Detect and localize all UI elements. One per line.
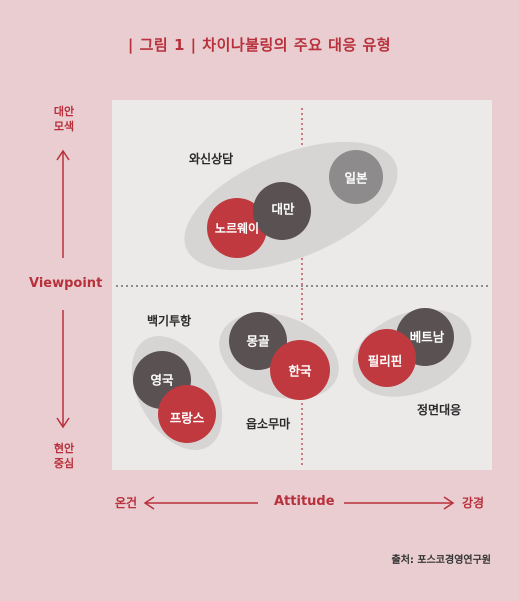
circle-mongolia bbox=[229, 312, 287, 370]
group-label-baekgi: 백기투항 bbox=[147, 314, 192, 328]
y-axis-top-label: 대안 모색 bbox=[48, 104, 80, 134]
y-axis-bottom-label: 현안 중심 bbox=[48, 441, 80, 471]
y-axis-top-text: 대안 모색 bbox=[53, 105, 75, 133]
label-france: 프랑스 bbox=[169, 410, 205, 426]
x-axis-right-label: 강경 bbox=[462, 496, 485, 510]
group-label-wasin: 와신상담 bbox=[189, 152, 234, 166]
circle-korea bbox=[270, 340, 330, 400]
y-axis-label: Viewpoint bbox=[29, 276, 103, 291]
x-axis-label: Attitude bbox=[274, 494, 335, 509]
circle-france bbox=[158, 385, 216, 443]
figure-title: | 그림 1 | 차이나불링의 주요 대응 유형 bbox=[127, 36, 392, 54]
label-japan: 일본 bbox=[344, 170, 368, 186]
label-philippines: 필리핀 bbox=[367, 353, 403, 369]
label-korea: 한국 bbox=[288, 363, 312, 379]
label-norway: 노르웨이 bbox=[214, 221, 260, 236]
x-axis-left-label: 온건 bbox=[115, 496, 138, 510]
source-note: 출처: 포스코경영연구원 bbox=[391, 555, 491, 566]
group-label-jeongmyeon: 정면대응 bbox=[417, 403, 462, 417]
label-uk: 영국 bbox=[150, 372, 174, 388]
label-taiwan: 대만 bbox=[271, 201, 295, 217]
circle-philippines bbox=[358, 329, 416, 387]
label-vietnam: 베트남 bbox=[409, 329, 445, 345]
label-mongolia: 몽골 bbox=[246, 333, 270, 349]
y-axis-bottom-text: 현안 중심 bbox=[53, 442, 75, 470]
group-label-eupso: 읍소무마 bbox=[246, 417, 291, 431]
circle-norway bbox=[207, 198, 267, 258]
circle-japan bbox=[329, 150, 383, 204]
circle-taiwan bbox=[253, 182, 311, 240]
